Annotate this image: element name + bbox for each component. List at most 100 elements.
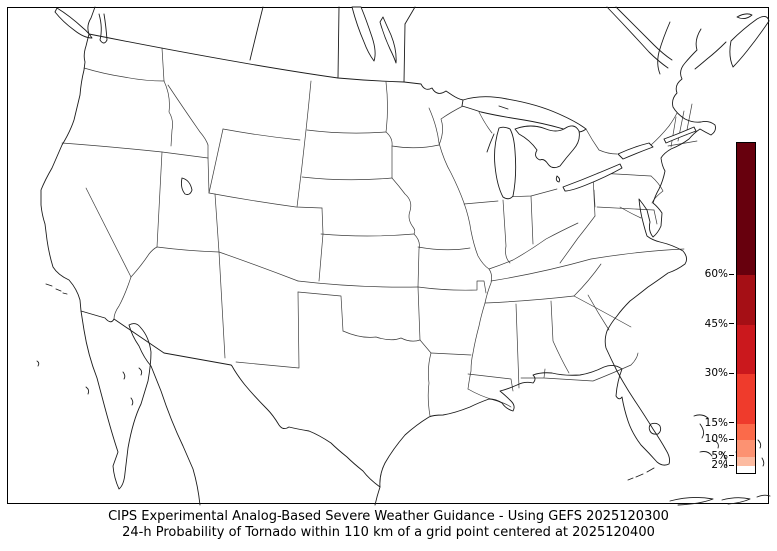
- border-ky-tn-va-nc: [490, 248, 685, 282]
- border-tn-nc: [573, 263, 602, 297]
- channel-islands: [45, 283, 68, 295]
- cedros-island: [85, 386, 90, 395]
- border-ia-mn: [391, 144, 440, 149]
- florida-keys: [627, 467, 655, 481]
- colorbar-tick: [729, 455, 734, 456]
- border-ga-sc: [587, 294, 610, 331]
- border-nc-sc: [573, 295, 632, 328]
- border-sd-ne: [301, 176, 393, 181]
- border-tx-ar: [419, 339, 432, 354]
- isle-royale: [498, 105, 509, 110]
- border-ne-ia-missouri-river: [391, 177, 416, 235]
- border-mo-ar-bootheel: [417, 280, 487, 294]
- border-wy-south: [208, 192, 323, 209]
- border-potomac: [619, 206, 642, 219]
- colorbar-segment: [737, 143, 755, 275]
- lake-michigan: [494, 126, 517, 200]
- border-ok-panhandle: [297, 291, 344, 332]
- border-bc-ab: [249, 6, 264, 61]
- border-id-mt: [167, 84, 209, 146]
- border-mississippi-river: [428, 107, 493, 390]
- border-ca-az-river: [113, 276, 132, 320]
- colorbar-tick: [729, 323, 734, 324]
- colorbar-segment: [737, 466, 755, 473]
- colorbar-segment: [737, 324, 755, 374]
- cuba-coast: [669, 494, 771, 506]
- border-tx-la-sabine: [427, 352, 432, 417]
- border-delaware-river: [650, 175, 664, 204]
- colorbar-segment: [737, 275, 755, 325]
- colorbar-tick: [729, 464, 734, 466]
- border-37n-co-nm: [218, 251, 299, 282]
- border-mt-wy: [222, 128, 301, 141]
- colorbar-tick-label: 15%: [704, 416, 728, 429]
- border-al-ga: [550, 300, 570, 374]
- border-ca-nv: [85, 187, 132, 278]
- border-42n: [61, 142, 209, 159]
- lake-ontario: [617, 142, 654, 160]
- border-nd-sd: [306, 129, 387, 134]
- lake-manitoba: [379, 16, 397, 64]
- border-mb-on: [404, 6, 416, 25]
- border-fl-north: [520, 352, 639, 382]
- border-river-through-la: [467, 388, 512, 408]
- colorbar-tick-label: 60%: [704, 268, 728, 280]
- border-ny-stlawrence: [650, 112, 678, 146]
- border-md-de: [653, 209, 658, 225]
- border-ne-ks: [320, 233, 415, 237]
- border-in-oh: [530, 195, 534, 245]
- border-wa-id: [161, 47, 165, 82]
- border-104w: [296, 80, 312, 208]
- colorbar-tick: [729, 422, 734, 423]
- colorbar-segment: [737, 374, 755, 424]
- border-wa-or: [83, 67, 165, 82]
- border-or-id: [163, 80, 173, 147]
- border-mexico-west: [80, 310, 232, 366]
- green-bay: [486, 133, 495, 153]
- border-wy-west: [208, 128, 224, 194]
- colorbar-segment: [737, 456, 755, 467]
- bay-of-fundy: [694, 41, 727, 70]
- border-wi-il: [463, 200, 499, 205]
- colorbar-tick: [729, 372, 734, 374]
- coast-puget-sound: [98, 13, 108, 44]
- border-mason-dixon: [596, 206, 655, 211]
- colorbar-tick-label: 2%: [711, 459, 728, 472]
- border-co-ks: [318, 233, 324, 282]
- colorbar-tick-label: 30%: [704, 367, 728, 379]
- st-lawrence-river: [606, 6, 673, 69]
- prince-edward-island: [736, 13, 753, 20]
- lake-st-clair: [555, 175, 561, 183]
- colorbar-segment: [737, 423, 755, 440]
- border-red-river: [342, 330, 421, 342]
- border-mn-wi: [438, 105, 464, 146]
- nova-scotia: [729, 16, 770, 68]
- coast-atlantic-gulf: [374, 28, 716, 506]
- border-sk-mb: [403, 23, 406, 83]
- border-ut-wy: [207, 157, 210, 194]
- border-la-ms-31n: [467, 373, 514, 392]
- coastlines: [36, 6, 771, 506]
- border-tn-south: [484, 295, 575, 304]
- colorbar-tick: [729, 438, 734, 440]
- border-tx-nm: [235, 291, 300, 369]
- border-ks-ok: [297, 280, 419, 288]
- great-salt-lake: [180, 177, 193, 195]
- border-nd-mn: [385, 81, 388, 133]
- caption-line-1: CIPS Experimental Analog-Based Severe We…: [108, 509, 669, 524]
- border-maine-quebec: [657, 21, 671, 75]
- colorbar: [736, 142, 756, 474]
- border-ontario-sault: [585, 128, 618, 155]
- border-ky-wv-va: [559, 215, 596, 264]
- border-ab-sk: [337, 6, 340, 79]
- gulf-of-california-islands: [122, 367, 143, 406]
- border-49th-parallel: [88, 33, 464, 101]
- border-az-nm: [218, 251, 226, 359]
- border-ut-co: [214, 193, 220, 253]
- border-ar-la: [430, 352, 472, 356]
- border-ks-mo: [413, 233, 420, 288]
- colorbar-tick-label: 10%: [704, 433, 728, 445]
- border-vt-ny: [670, 116, 677, 148]
- coast-pacific-baja-mexico: [40, 6, 201, 506]
- caption: CIPS Experimental Analog-Based Severe We…: [0, 509, 777, 541]
